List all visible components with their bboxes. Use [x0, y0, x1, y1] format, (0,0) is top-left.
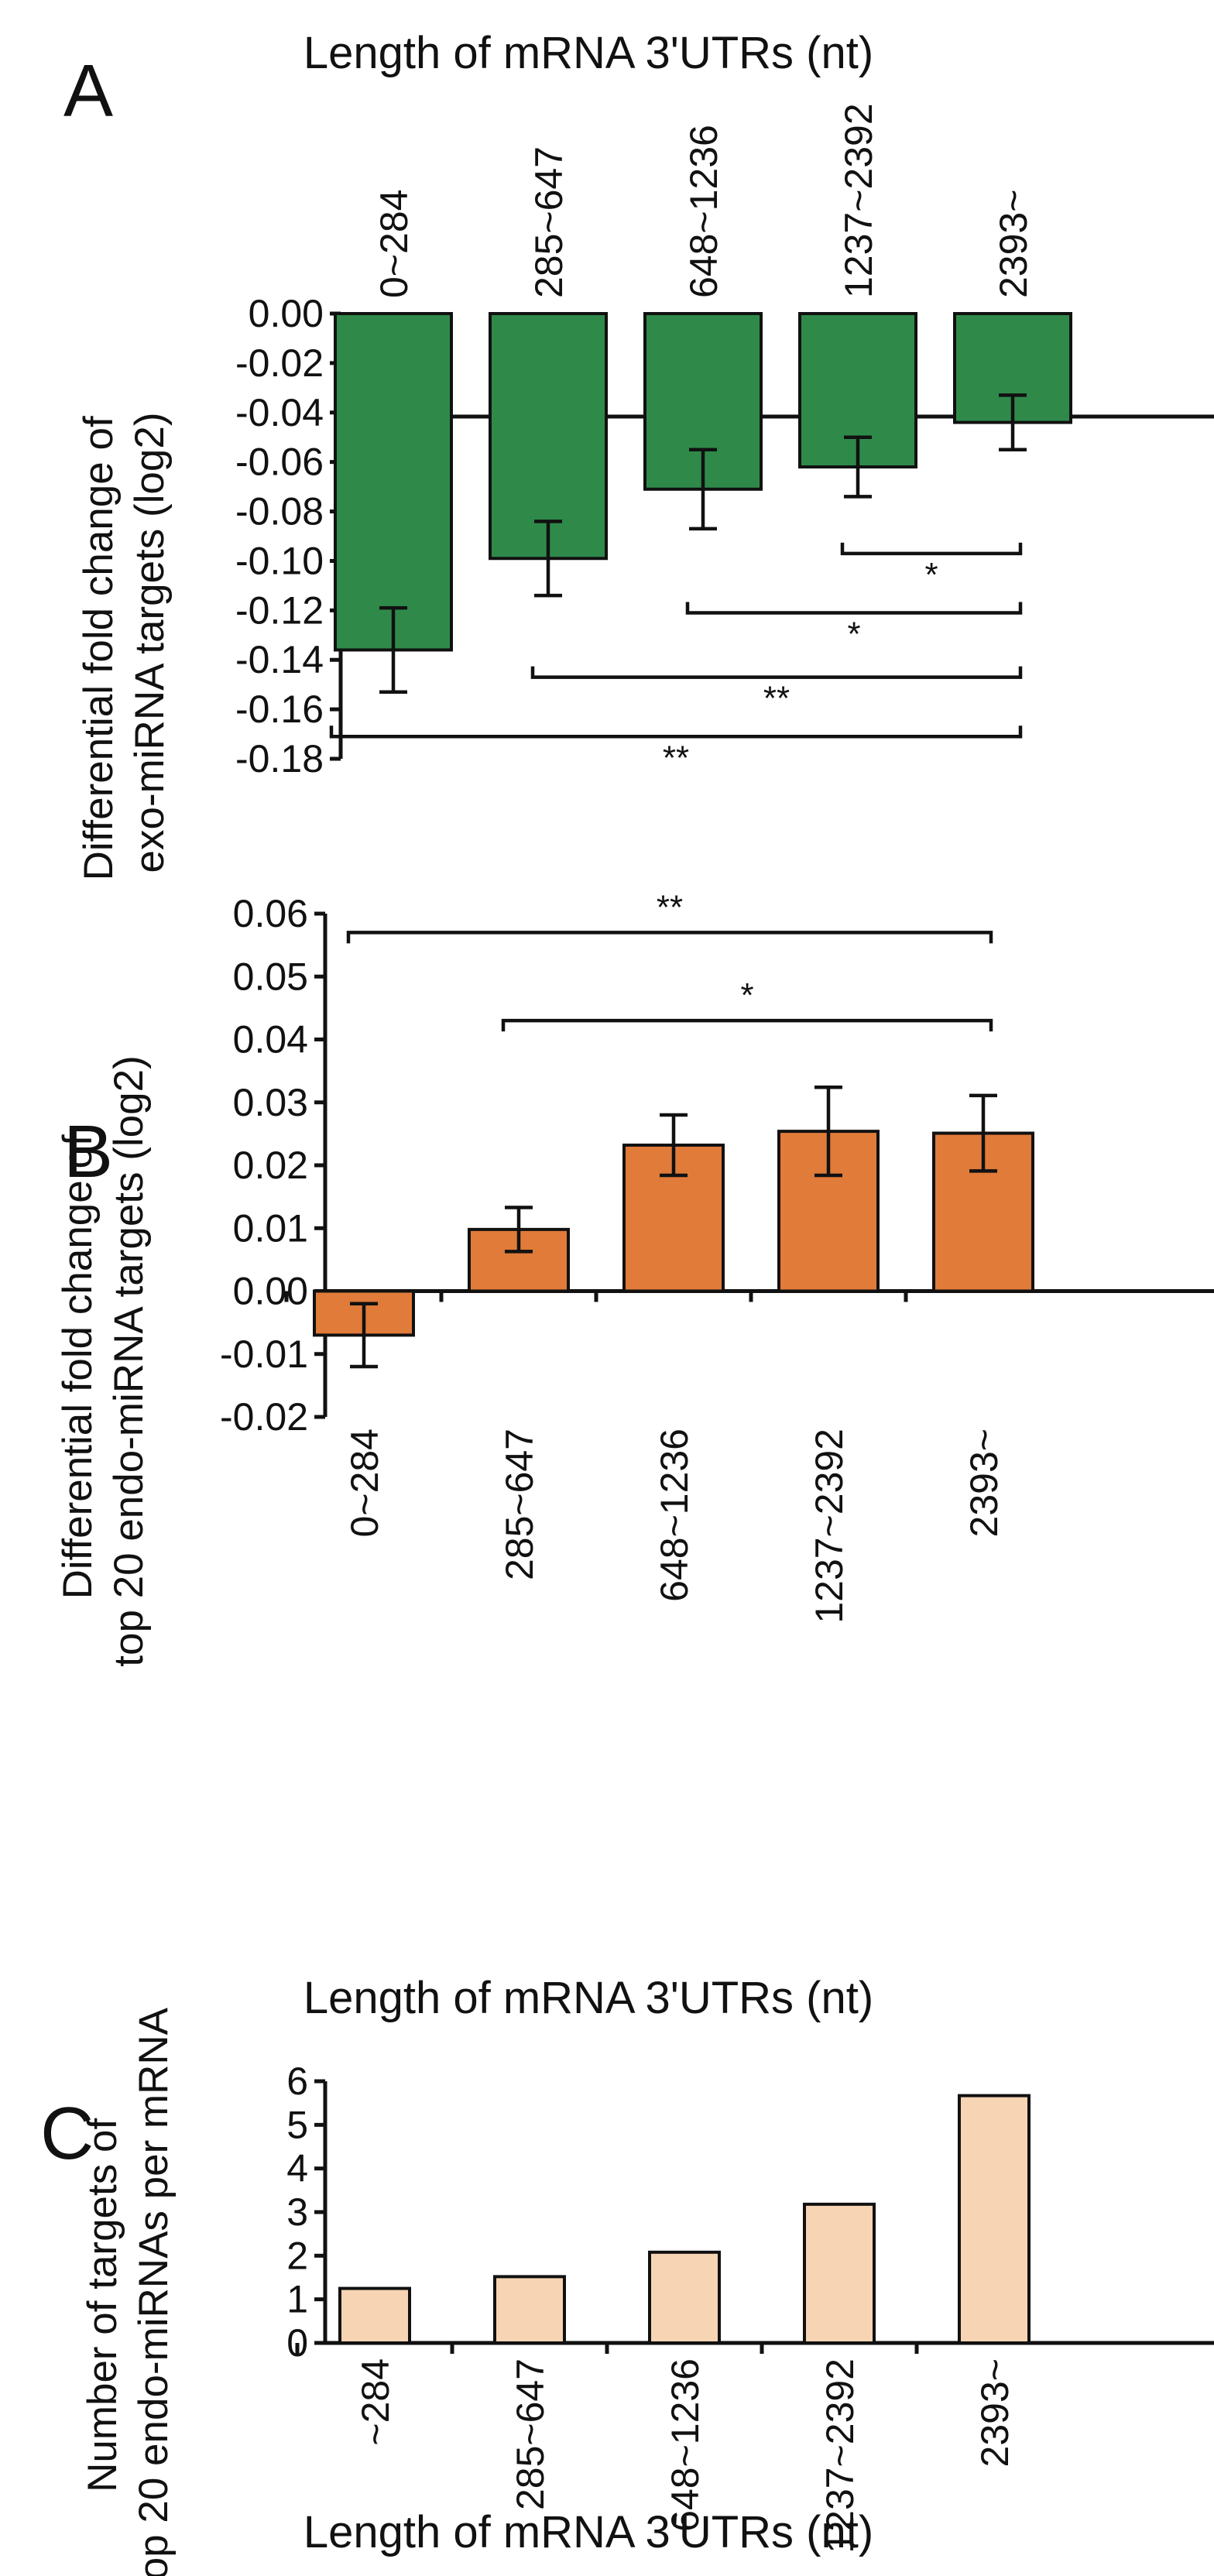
- chart-b-ytick-label: -0.02: [220, 1395, 308, 1439]
- chart-c-ytick-label: 2: [286, 2234, 308, 2277]
- panel-label-c: C: [40, 2092, 94, 2175]
- chart-a-xtick-label: 2393~: [992, 190, 1035, 298]
- chart-a-sig-label: *: [847, 616, 860, 653]
- chart-a-sig-bracket: [685, 602, 1023, 615]
- chart-c-bar: [648, 2250, 721, 2344]
- chart-a-xtick-label: 1237~2392: [837, 103, 880, 298]
- chart-c-ytick-label: 5: [286, 2103, 308, 2146]
- panel-label-b: B: [63, 1110, 113, 1193]
- chart-c-bar: [493, 2275, 566, 2344]
- chart-a-ytick-label: -0.18: [235, 737, 324, 780]
- panel-c: C Number of targets of top 20 endo-miRNA…: [40, 2007, 1214, 2576]
- chart-c-xlabel: Length of mRNA 3'UTRs (nt): [304, 2507, 873, 2557]
- chart-a-sig-bracket: [530, 666, 1023, 679]
- chart-a-sig-label: **: [763, 680, 790, 718]
- chart-c-xtick-label: 1237~2392: [818, 2358, 862, 2554]
- panel-a: A Length of mRNA 3'UTRs (nt) Differentia…: [63, 28, 1214, 880]
- chart-b-ytick-label: -0.01: [220, 1333, 308, 1376]
- chart-a-sig-bracket: [840, 542, 1023, 556]
- chart-b-xlabel: Length of mRNA 3'UTRs (nt): [304, 1973, 873, 2023]
- chart-b-xtick-label: 1237~2392: [808, 1429, 851, 1624]
- chart-c-ytick-label: 6: [286, 2060, 308, 2103]
- chart-c-xtick-label: 2393~: [973, 2358, 1017, 2467]
- chart-a-ylabel-line2: exo-miRNA targets (log2): [127, 413, 173, 873]
- chart-b-ylabel-line1: Differential fold change of: [55, 1134, 101, 1599]
- chart-a-ytick-label: -0.10: [235, 539, 324, 582]
- chart-a-xtick-label: 0~284: [372, 190, 416, 298]
- chart-b-ytick-label: 0.01: [233, 1206, 308, 1250]
- chart-c-xtick-label: 285~647: [509, 2358, 552, 2510]
- chart-a-ytick-label: -0.02: [235, 341, 324, 385]
- chart-b-ytick-label: 0.00: [233, 1270, 308, 1313]
- chart-b-ytick-label: 0.02: [233, 1144, 308, 1187]
- chart-b-ytick-label: 0.04: [233, 1018, 308, 1062]
- chart-a-sig-label: **: [663, 739, 689, 777]
- chart-b-xtick-label: 648~1236: [653, 1429, 696, 1602]
- chart-a-ytick-label: -0.06: [235, 441, 324, 484]
- chart-a-ytick-label: -0.12: [235, 588, 324, 632]
- panel-b: B Differential fold change of top 20 end…: [55, 888, 1214, 2023]
- chart-b-ylabel-line2: top 20 endo-miRNA targets (log2): [106, 1055, 152, 1667]
- chart-b-ytick-label: 0.06: [233, 892, 308, 935]
- chart-c-bar: [338, 2286, 411, 2344]
- chart-a-ytick-label: -0.04: [235, 391, 324, 434]
- chart-b-sig-bracket: [501, 1018, 993, 1032]
- chart-a-xtick-label: 648~1236: [682, 125, 725, 298]
- chart-b-ytick-label: 0.03: [233, 1081, 308, 1124]
- chart-c-ylabel-line2: top 20 endo-miRNAs per mRNA: [131, 2007, 177, 2576]
- chart-a-title: Length of mRNA 3'UTRs (nt): [304, 28, 873, 78]
- chart-c-ytick-label: 3: [286, 2190, 308, 2234]
- chart-b-xtick-label: 2393~: [962, 1429, 1006, 1537]
- chart-c-ytick-label: 4: [286, 2147, 308, 2190]
- chart-a-ylabel: Differential fold change of exo-miRNA ta…: [76, 405, 173, 881]
- panel-label-a: A: [63, 50, 113, 132]
- chart-b-ylabel: Differential fold change of top 20 endo-…: [55, 1055, 152, 1667]
- chart-a-sig-label: *: [924, 556, 938, 594]
- chart-c-bar: [958, 2094, 1031, 2345]
- chart-c-ytick-label: 1: [286, 2278, 308, 2321]
- chart-a-bar: [334, 312, 453, 652]
- chart-b-xtick-label: 285~647: [498, 1429, 541, 1580]
- chart-b-sig-label: **: [657, 888, 683, 926]
- chart-b-sig-bracket: [346, 931, 993, 944]
- chart-a-bar: [489, 312, 608, 561]
- chart-c-bar: [803, 2202, 876, 2345]
- chart-a-ytick-label: 0.00: [249, 292, 324, 335]
- chart-a-ytick-label: -0.08: [235, 490, 324, 533]
- chart-c-ylabel: Number of targets of top 20 endo-miRNAs …: [80, 2007, 177, 2576]
- chart-a-ytick-label: -0.16: [235, 688, 324, 731]
- chart-a-ytick-label: -0.14: [235, 638, 324, 681]
- chart-a-ylabel-line1: Differential fold change of: [76, 416, 122, 880]
- chart-a-sig-bracket: [329, 725, 1023, 739]
- chart-b-ytick-label: 0.05: [233, 955, 308, 998]
- chart-b-sig-label: *: [740, 976, 753, 1014]
- chart-c-ylabel-line1: Number of targets of: [80, 2118, 125, 2492]
- chart-a-xtick-label: 285~647: [527, 146, 571, 298]
- chart-b-xtick-label: 0~284: [343, 1429, 386, 1537]
- chart-c-xtick-label: 648~1236: [664, 2358, 707, 2532]
- chart-c-xtick-label: ~284: [354, 2358, 397, 2446]
